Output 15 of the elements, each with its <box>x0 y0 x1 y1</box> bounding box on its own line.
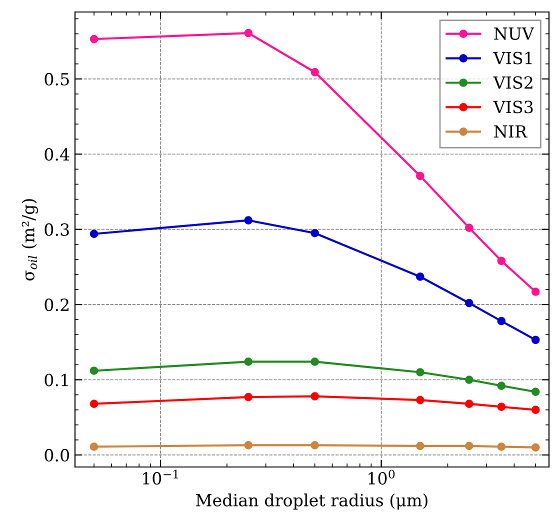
legend-label: VIS3 <box>493 100 533 114</box>
x-axis-title: Median droplet radius (μm) <box>196 494 428 510</box>
x-tick-label: 10$^{−1}$ <box>143 470 178 485</box>
y-tick-label: 0.0 <box>44 448 70 462</box>
y-axis-title: σ$_{oil}$ (m²/g) <box>22 199 38 281</box>
y-tick-label: 0.1 <box>44 374 68 386</box>
y-tick-label: 0.4 <box>44 148 70 161</box>
y-tick-label: 0.2 <box>44 298 69 312</box>
x-tick-label: 10$^{0}$ <box>368 470 395 485</box>
legend-label: VIS2 <box>493 76 532 89</box>
y-tick-label: 0.5 <box>44 72 69 86</box>
y-tick-label: 0.3 <box>44 223 69 236</box>
legend-label: NIR <box>494 125 528 138</box>
legend-label: VIS1 <box>493 52 532 64</box>
legend-label: NUV <box>494 28 534 40</box>
